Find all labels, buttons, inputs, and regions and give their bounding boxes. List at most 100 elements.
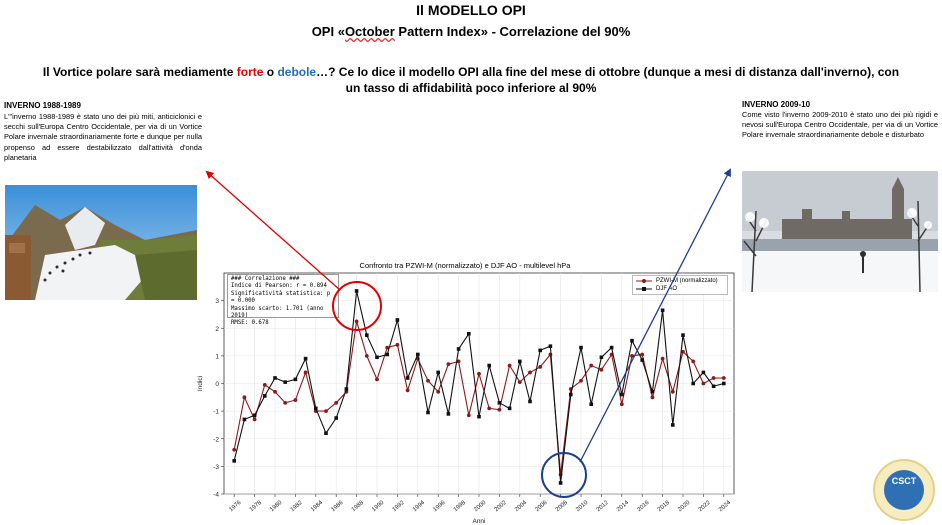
red-arrow <box>205 170 341 291</box>
series-0-point <box>507 363 512 368</box>
headline-question: Il Vortice polare sarà mediamente forte … <box>0 64 942 96</box>
series-0-point <box>436 389 441 394</box>
series-1-point <box>334 416 338 420</box>
series-1-point <box>436 370 440 375</box>
series-1-point <box>548 344 553 349</box>
headline-part-2: o <box>263 65 278 79</box>
series-0-point <box>324 409 328 414</box>
series-1-point <box>242 417 247 422</box>
series-1-point <box>232 459 236 463</box>
series-1-point <box>324 431 328 436</box>
series-0-point <box>670 389 675 394</box>
series-0-point <box>660 356 665 361</box>
series-0-point <box>303 370 308 375</box>
series-1-point <box>375 355 379 360</box>
series-1-point <box>579 345 583 350</box>
series-0-point <box>273 389 277 394</box>
series-0-point <box>528 370 532 375</box>
series-0-point <box>405 388 410 393</box>
logo-inner-disc: CSCT <box>884 470 924 510</box>
series-1-point <box>405 376 410 380</box>
series-1-point <box>650 389 655 394</box>
series-0-point <box>477 371 481 376</box>
legend-label-ao: DJF AO <box>656 286 678 292</box>
series-0-point <box>517 380 522 385</box>
series-0-point <box>426 378 430 383</box>
series-1-point <box>660 308 665 313</box>
subtitle-suffix: Pattern Index» - Correlazione del 90% <box>394 24 631 39</box>
series-0-point <box>630 353 634 358</box>
series-0-point <box>375 377 379 382</box>
series-1-point <box>365 333 369 337</box>
series-1-point <box>487 363 491 368</box>
series-1-point <box>283 380 287 384</box>
headline-part-3: …? Ce lo dice il modello OPI alla fine d… <box>316 65 900 95</box>
series-1-point <box>722 381 726 386</box>
stats-heading: ### Correlazione ### <box>231 276 300 282</box>
series-1-point <box>446 412 451 416</box>
series-0-point <box>640 352 645 357</box>
series-0-point <box>293 398 298 402</box>
series-0-point <box>262 382 267 387</box>
series-1-point <box>711 384 716 389</box>
series-0-point <box>579 378 583 383</box>
series-0-point <box>354 319 359 324</box>
subtitle-prefix: OPI « <box>311 24 345 39</box>
series-0-point <box>283 400 288 405</box>
series-1-point <box>344 387 349 391</box>
mountain-photo <box>5 185 197 300</box>
series-1-point <box>293 377 298 382</box>
series-1-point <box>314 406 318 411</box>
y-tick-label: 1 <box>215 353 219 360</box>
stats-max-deviation: Massimo scarto: 1.701 (anno 2019) <box>231 305 324 320</box>
stats-significance: Significatività statistica: p = 0.000 <box>231 290 331 305</box>
series-0-point <box>538 365 543 369</box>
series-0-point <box>456 359 461 364</box>
series-0-point <box>650 395 655 400</box>
legend-entry-pzwi: PZWI-M (normalizzato) <box>636 277 724 285</box>
legend-swatch-pzwi <box>636 279 652 283</box>
right-panel-title: INVERNO 2009-10 <box>742 100 811 109</box>
series-1-point <box>477 414 481 419</box>
headline-part-1: Il Vortice polare sarà mediamente <box>42 65 237 79</box>
series-1-point <box>671 423 675 427</box>
series-0-point <box>497 407 502 412</box>
left-panel-text: L'"inverno 1988-1989 è stato uno dei più… <box>4 112 202 162</box>
series-1-point <box>569 392 573 397</box>
slide-title: Il MODELLO OPI <box>416 2 526 18</box>
series-1-point <box>630 338 634 343</box>
y-tick-label: -2 <box>213 436 219 443</box>
series-0-point <box>711 376 716 380</box>
series-0-point <box>364 353 369 358</box>
series-1-point <box>528 399 532 404</box>
headline-debole: debole <box>277 65 317 79</box>
series-1-point <box>691 381 695 386</box>
series-0-point <box>589 363 594 368</box>
legend-label-pzwi: PZWI-M (normalizzato) <box>656 278 718 284</box>
y-tick-label: 0 <box>215 381 219 388</box>
series-0-point <box>252 417 257 422</box>
series-1-point <box>426 410 430 415</box>
series-0-point <box>619 402 624 407</box>
series-0-point <box>242 395 247 400</box>
series-1-point <box>518 359 522 364</box>
subtitle-misspelled-word: October <box>344 24 395 39</box>
series-0-point <box>446 362 451 367</box>
right-panel-text: Come visto l'inverno 2009-2010 è stato u… <box>742 110 938 140</box>
series-1-point <box>252 413 257 418</box>
series-1-point <box>681 333 685 337</box>
csct-logo: CSCT <box>873 459 935 521</box>
series-0-point <box>691 359 696 364</box>
series-0-point <box>334 400 339 405</box>
blue-arrow <box>579 168 731 463</box>
red-highlight-circle <box>332 281 382 331</box>
correlation-stats-box: ### Correlazione ### Indice di Pearson: … <box>227 274 339 326</box>
series-1-point <box>416 352 420 357</box>
y-tick-label: 2 <box>215 326 219 333</box>
stats-pearson: Indice di Pearson: r = 0.894 <box>231 283 327 290</box>
series-0-point <box>385 345 390 350</box>
legend-swatch-ao <box>636 287 652 291</box>
chart-title: Confronto tra PZWI-M (normalizzato) e DJ… <box>359 261 571 270</box>
chart-panel: -4 -3 -2 -1 0 1 2 3 1976 1978 1980 1982 1984 1986 1988… <box>188 259 742 525</box>
